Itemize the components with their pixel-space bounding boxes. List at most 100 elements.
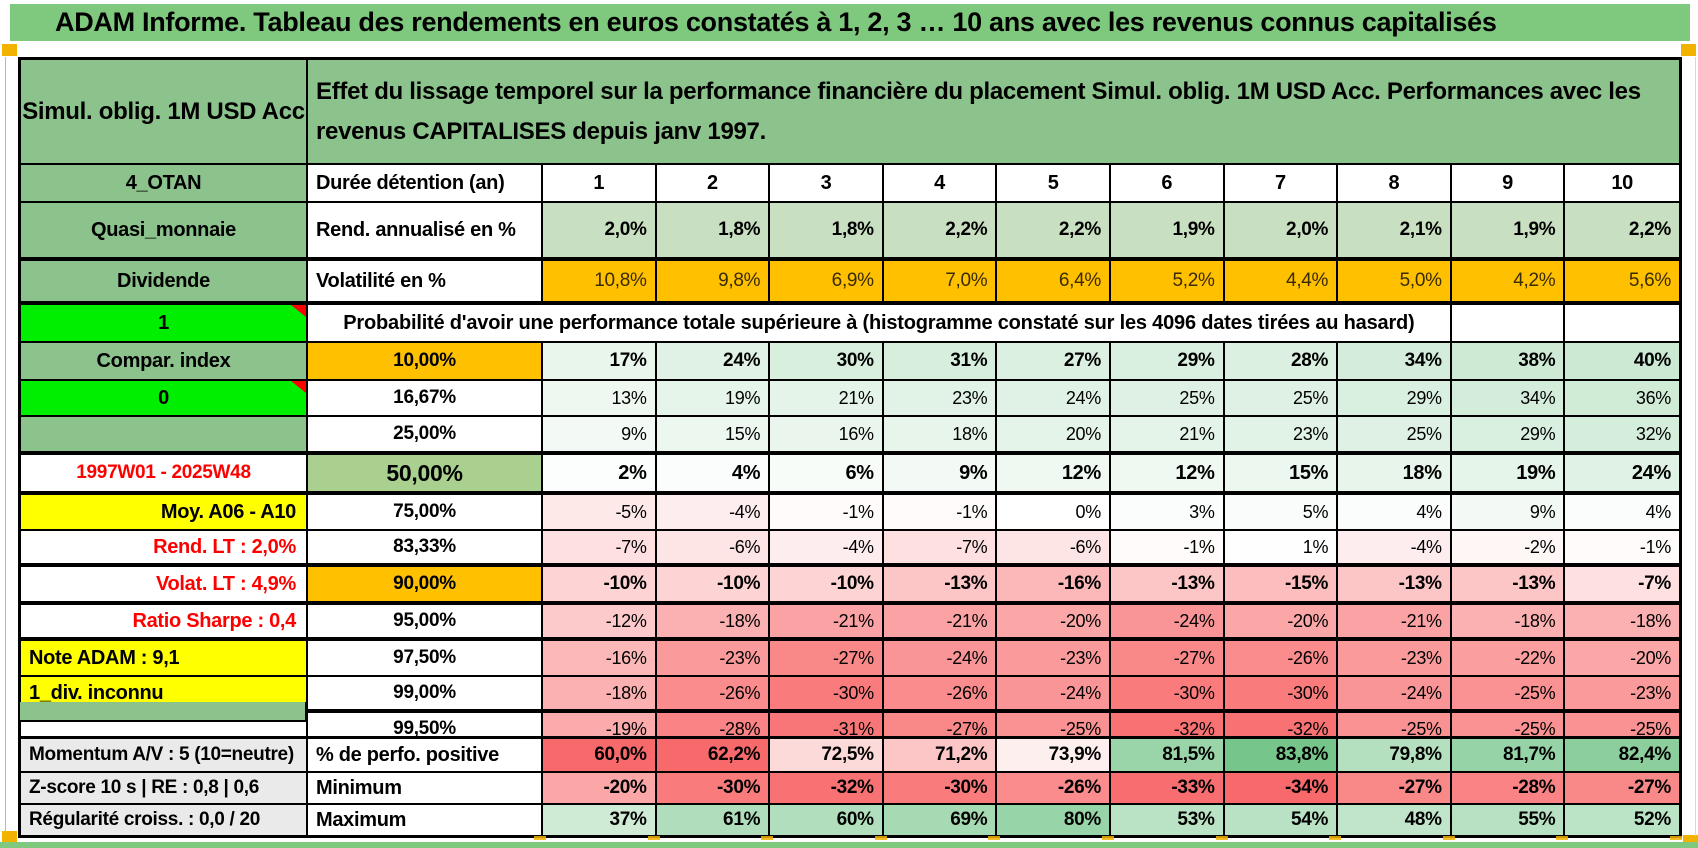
- p99-c5[interactable]: -24%: [997, 677, 1111, 709]
- perfo-c5[interactable]: 73,9%: [997, 739, 1111, 771]
- p1667-c1[interactable]: 13%: [543, 381, 657, 415]
- p25-c2[interactable]: 15%: [656, 417, 771, 451]
- p25-c4[interactable]: 18%: [883, 417, 998, 451]
- duree-label-a[interactable]: 4_OTAN: [21, 165, 308, 201]
- p8333-c3[interactable]: -4%: [770, 531, 884, 563]
- min-c2[interactable]: -30%: [656, 773, 771, 803]
- duree-c4[interactable]: 4: [883, 165, 998, 201]
- rend-c5[interactable]: 2,2%: [997, 203, 1111, 257]
- p95-label-a[interactable]: Ratio Sharpe : 0,4: [21, 605, 308, 637]
- p90-c6[interactable]: -13%: [1110, 567, 1225, 601]
- p50-c4[interactable]: 9%: [883, 455, 998, 491]
- p10-c1[interactable]: 17%: [543, 343, 657, 379]
- p1667-c10[interactable]: 36%: [1565, 381, 1679, 415]
- p90-c3[interactable]: -10%: [770, 567, 884, 601]
- p99-c1[interactable]: -18%: [543, 677, 657, 709]
- volat-label-b[interactable]: Volatilité en %: [308, 261, 543, 301]
- p975-c8[interactable]: -23%: [1338, 641, 1452, 675]
- p90-label-b[interactable]: 90,00%: [308, 567, 543, 601]
- p10-c9[interactable]: 38%: [1451, 343, 1566, 379]
- probhdr-c9[interactable]: [1451, 305, 1566, 341]
- rend-c8[interactable]: 2,1%: [1338, 203, 1452, 257]
- p975-c9[interactable]: -22%: [1451, 641, 1566, 675]
- p75-label-a[interactable]: Moy. A06 - A10: [21, 495, 308, 529]
- p25-c1[interactable]: 9%: [543, 417, 657, 451]
- p90-c7[interactable]: -15%: [1224, 567, 1339, 601]
- p8333-c10[interactable]: -1%: [1565, 531, 1679, 563]
- p90-c4[interactable]: -13%: [883, 567, 998, 601]
- p95-c2[interactable]: -18%: [656, 605, 771, 637]
- p975-c5[interactable]: -23%: [997, 641, 1111, 675]
- p90-c8[interactable]: -13%: [1338, 567, 1452, 601]
- p90-c2[interactable]: -10%: [656, 567, 771, 601]
- p95-c8[interactable]: -21%: [1338, 605, 1452, 637]
- p75-c3[interactable]: -1%: [770, 495, 884, 529]
- p99-c8[interactable]: -24%: [1338, 677, 1452, 709]
- volat-c3[interactable]: 6,9%: [770, 261, 884, 301]
- max-c7[interactable]: 54%: [1224, 805, 1339, 835]
- p95-c6[interactable]: -24%: [1110, 605, 1225, 637]
- p75-c5[interactable]: 0%: [997, 495, 1111, 529]
- p90-c5[interactable]: -16%: [997, 567, 1111, 601]
- min-c10[interactable]: -27%: [1565, 773, 1679, 803]
- p95-c1[interactable]: -12%: [543, 605, 657, 637]
- duree-c10[interactable]: 10: [1565, 165, 1679, 201]
- p50-c8[interactable]: 18%: [1338, 455, 1452, 491]
- p90-c1[interactable]: -10%: [543, 567, 657, 601]
- min-c9[interactable]: -28%: [1451, 773, 1566, 803]
- p8333-c5[interactable]: -6%: [997, 531, 1111, 563]
- p10-c8[interactable]: 34%: [1338, 343, 1452, 379]
- fund-name-cell[interactable]: Simul. oblig. 1M USD Acc: [21, 60, 308, 163]
- p75-c1[interactable]: -5%: [543, 495, 657, 529]
- min-label-b[interactable]: Minimum: [308, 773, 543, 803]
- p10-c2[interactable]: 24%: [656, 343, 771, 379]
- rend-c6[interactable]: 1,9%: [1110, 203, 1225, 257]
- max-c6[interactable]: 53%: [1110, 805, 1225, 835]
- duree-c2[interactable]: 2: [656, 165, 771, 201]
- p1667-c6[interactable]: 25%: [1110, 381, 1225, 415]
- p10-c10[interactable]: 40%: [1565, 343, 1679, 379]
- p975-c1[interactable]: -16%: [543, 641, 657, 675]
- p8333-c6[interactable]: -1%: [1110, 531, 1225, 563]
- p1667-c8[interactable]: 29%: [1338, 381, 1452, 415]
- p75-c4[interactable]: -1%: [883, 495, 998, 529]
- p90-c10[interactable]: -7%: [1565, 567, 1679, 601]
- p75-c6[interactable]: 3%: [1110, 495, 1225, 529]
- p95-c9[interactable]: -18%: [1451, 605, 1566, 637]
- p50-c10[interactable]: 24%: [1565, 455, 1679, 491]
- probhdr-label-a[interactable]: 1: [21, 305, 308, 341]
- p99-c3[interactable]: -30%: [770, 677, 884, 709]
- p95-c7[interactable]: -20%: [1224, 605, 1339, 637]
- rend-label-b[interactable]: Rend. annualisé en %: [308, 203, 543, 257]
- p10-c4[interactable]: 31%: [883, 343, 998, 379]
- p25-c8[interactable]: 25%: [1338, 417, 1452, 451]
- duree-c6[interactable]: 6: [1110, 165, 1225, 201]
- perfo-label-b[interactable]: % de perfo. positive: [308, 739, 543, 771]
- max-c5[interactable]: 80%: [997, 805, 1111, 835]
- duree-c1[interactable]: 1: [543, 165, 657, 201]
- perfo-c1[interactable]: 60,0%: [543, 739, 657, 771]
- p10-c7[interactable]: 28%: [1224, 343, 1339, 379]
- max-c8[interactable]: 48%: [1338, 805, 1452, 835]
- p8333-c9[interactable]: -2%: [1451, 531, 1566, 563]
- rend-c3[interactable]: 1,8%: [770, 203, 884, 257]
- duree-c5[interactable]: 5: [997, 165, 1111, 201]
- perfo-c9[interactable]: 81,7%: [1451, 739, 1566, 771]
- perfo-c6[interactable]: 81,5%: [1110, 739, 1225, 771]
- min-c1[interactable]: -20%: [543, 773, 657, 803]
- p25-c6[interactable]: 21%: [1110, 417, 1225, 451]
- title-banner-cell[interactable]: ADAM Informe. Tableau des rendements en …: [10, 4, 1690, 41]
- p10-label-a[interactable]: Compar. index: [21, 343, 308, 379]
- p1667-c2[interactable]: 19%: [656, 381, 771, 415]
- p25-c10[interactable]: 32%: [1565, 417, 1679, 451]
- p75-label-b[interactable]: 75,00%: [308, 495, 543, 529]
- p50-c7[interactable]: 15%: [1224, 455, 1339, 491]
- max-label-b[interactable]: Maximum: [308, 805, 543, 835]
- p95-label-b[interactable]: 95,00%: [308, 605, 543, 637]
- p50-label-a[interactable]: 1997W01 - 2025W48: [21, 455, 308, 491]
- min-c4[interactable]: -30%: [883, 773, 998, 803]
- p95-c3[interactable]: -21%: [770, 605, 884, 637]
- perfo-c3[interactable]: 72,5%: [770, 739, 884, 771]
- p75-c10[interactable]: 4%: [1565, 495, 1679, 529]
- perfo-label-a[interactable]: Momentum A/V : 5 (10=neutre): [21, 739, 308, 771]
